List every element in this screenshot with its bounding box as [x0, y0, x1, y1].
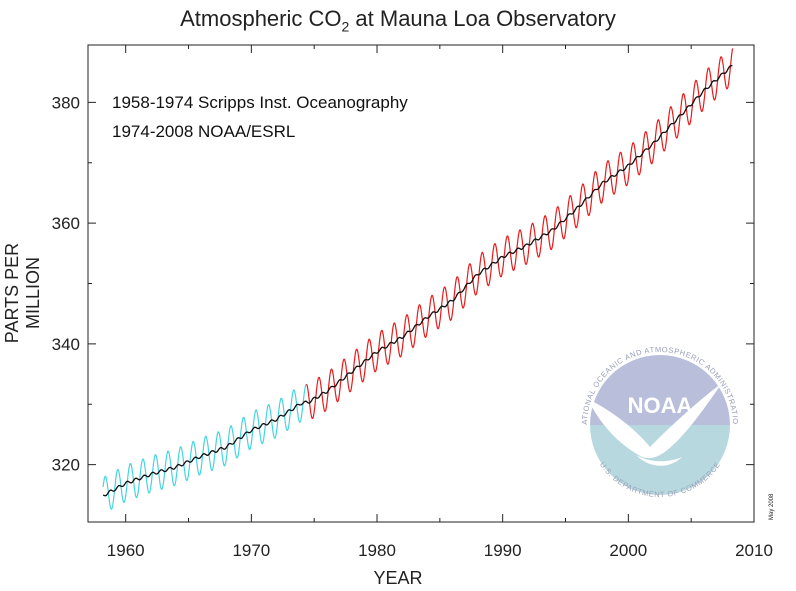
legend-line-scripps: 1958-1974 Scripps Inst. Oceanography: [112, 93, 408, 112]
date-stamp: May 2008: [769, 493, 775, 520]
y-tick-label: 320: [52, 456, 80, 475]
series-group: [102, 48, 734, 510]
series-line-1974-2008-noaa-esrl: [306, 48, 734, 420]
noaa-center-text: NOAA: [628, 393, 693, 418]
series-line-1958-1974-scripps-inst-oceanography: [102, 383, 307, 510]
y-tick-label: 380: [52, 93, 80, 112]
y-axis-label: PARTS PER MILLION: [2, 242, 43, 344]
x-tick-label: 1980: [358, 541, 396, 560]
x-tick-label: 2000: [609, 541, 647, 560]
chart-title: Atmospheric CO2 at Mauna Loa Observatory: [180, 6, 616, 35]
axis-ticks: [88, 45, 755, 522]
x-tick-label: 2010: [735, 541, 773, 560]
y-tick-label: 340: [52, 335, 80, 354]
legend-line-noaa: 1974-2008 NOAA/ESRL: [112, 122, 296, 141]
x-tick-label: 1960: [107, 541, 145, 560]
x-tick-label: 1990: [484, 541, 522, 560]
y-tick-label: 360: [52, 214, 80, 233]
x-axis-label: YEAR: [373, 568, 423, 588]
noaa-logo: NOAA NATIONAL OCEANIC AND ATMOSPHERIC AD…: [578, 343, 742, 507]
x-tick-label: 1970: [232, 541, 270, 560]
series-line-annual-mean: [102, 64, 733, 497]
tick-labels: 1960 1970 1980 1990 2000 2010 320 340 360 380: [52, 93, 773, 560]
